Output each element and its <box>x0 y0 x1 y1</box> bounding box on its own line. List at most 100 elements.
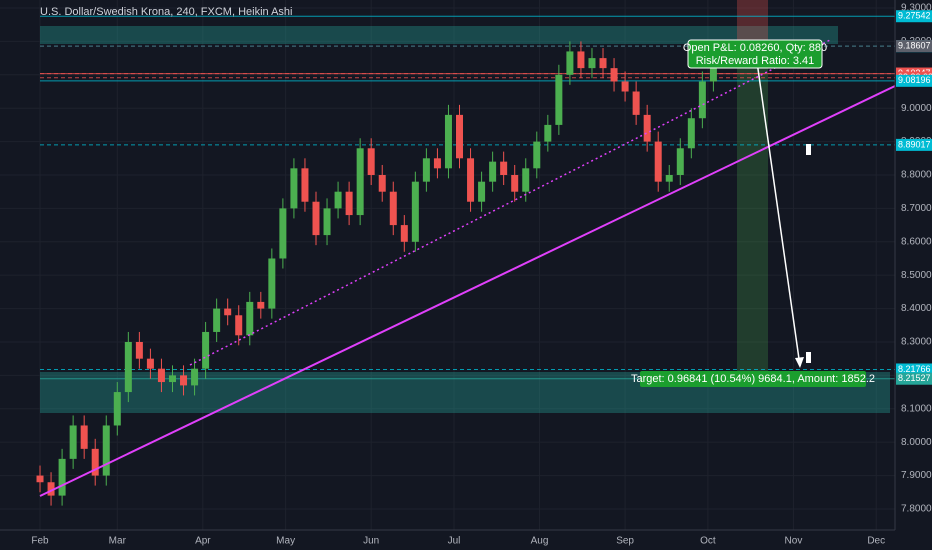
flag <box>806 144 811 155</box>
candle-body <box>246 301 254 336</box>
candle-body <box>588 58 596 69</box>
x-tick-label: Sep <box>616 536 634 547</box>
candle-body <box>58 458 66 496</box>
y-tick-label: 7.80000 <box>901 504 932 515</box>
candle-body <box>478 181 486 202</box>
candle-body <box>389 191 397 226</box>
level-label: 9.27542 <box>898 11 931 21</box>
candle-body <box>544 124 552 142</box>
level-tag <box>896 40 932 53</box>
pnl-box <box>687 39 823 69</box>
axes: 9.300009.200009.100009.000008.900008.800… <box>31 3 932 547</box>
x-tick-label: Apr <box>195 536 211 547</box>
level-label: 9.08196 <box>898 75 931 85</box>
x-tick-label: Jul <box>448 536 461 547</box>
rr-label: Risk/Reward Ratio: 3.41 <box>696 55 815 67</box>
candle-body <box>180 375 188 386</box>
chart-title: U.S. Dollar/Swedish Krona, 240, FXCM, He… <box>40 6 293 18</box>
candles <box>36 41 717 506</box>
candle-body <box>698 81 706 119</box>
level-tag <box>896 138 932 151</box>
y-tick-label: 8.40000 <box>901 303 932 314</box>
candle-body <box>47 482 55 496</box>
candle-body <box>632 91 640 115</box>
target-box <box>640 371 866 387</box>
candle-body <box>489 161 497 182</box>
level-label: 8.89017 <box>898 139 931 149</box>
y-tick-label: 8.00000 <box>901 437 932 448</box>
candle-body <box>191 368 199 386</box>
candle-body <box>157 368 165 383</box>
candle-body <box>500 161 508 175</box>
y-tick-label: 8.60000 <box>901 236 932 247</box>
candle-body <box>676 148 684 175</box>
x-tick-label: Jun <box>363 536 379 547</box>
y-tick-label: 8.80000 <box>901 170 932 181</box>
x-tick-label: Nov <box>785 536 803 547</box>
candle-body <box>80 425 88 449</box>
x-tick-label: Dec <box>867 536 885 547</box>
candle-body <box>268 258 276 309</box>
candle-body <box>566 51 574 75</box>
candle-body <box>599 58 607 69</box>
level-tag <box>896 10 932 23</box>
candle-body <box>135 341 143 359</box>
y-tick-label: 8.10000 <box>901 403 932 414</box>
stop-zone <box>737 0 768 44</box>
y-tick-label: 8.70000 <box>901 203 932 214</box>
candle-body <box>433 158 441 169</box>
candle-body <box>665 174 673 182</box>
level-tag <box>896 363 932 376</box>
levels <box>40 15 895 380</box>
target-zone <box>737 44 768 372</box>
candle-body <box>687 118 695 149</box>
candle-body <box>367 148 375 175</box>
candle-body <box>654 141 662 182</box>
resistance-zone <box>40 26 838 44</box>
candle-body <box>610 68 618 82</box>
candle-body <box>102 425 110 476</box>
candle-body <box>279 208 287 259</box>
level-label: 9.18607 <box>898 40 931 50</box>
candle-body <box>36 475 44 483</box>
y-tick-label: 8.30000 <box>901 337 932 348</box>
candle-body <box>113 392 121 426</box>
candle-body <box>345 191 353 216</box>
candle-body <box>356 148 364 216</box>
grid <box>0 0 895 530</box>
x-tick-label: May <box>276 536 295 547</box>
candle-body <box>444 114 452 169</box>
flag <box>806 352 811 363</box>
candle-body <box>422 158 430 182</box>
candle-body <box>533 141 541 169</box>
candle-body <box>235 315 243 336</box>
candle-body <box>456 114 464 159</box>
y-tick-label: 8.50000 <box>901 270 932 281</box>
level-tag <box>896 372 932 385</box>
level-label: 8.21766 <box>898 364 931 374</box>
candle-body <box>709 68 717 82</box>
candle-body <box>522 168 530 192</box>
x-tick-label: Mar <box>109 536 127 547</box>
candle-body <box>411 181 419 242</box>
level-tag <box>896 74 932 87</box>
candle-body <box>257 301 265 309</box>
x-tick-label: Aug <box>531 536 549 547</box>
candle-body <box>621 81 629 92</box>
candle-body <box>301 168 309 202</box>
candle-body <box>334 191 342 209</box>
candle-body <box>400 225 408 242</box>
candle-body <box>224 308 232 316</box>
candle-body <box>168 375 176 383</box>
candle-body <box>511 174 519 192</box>
candle-body <box>91 448 99 476</box>
candle-body <box>290 168 298 209</box>
pnl-label: Open P&L: 0.08260, Qty: 880 <box>683 42 827 54</box>
trend-line <box>39 85 896 497</box>
arrow-head <box>795 357 804 368</box>
candle-body <box>146 358 154 369</box>
candle-body <box>323 208 331 236</box>
candle-body <box>213 308 221 332</box>
level-label: 8.21527 <box>898 373 931 383</box>
